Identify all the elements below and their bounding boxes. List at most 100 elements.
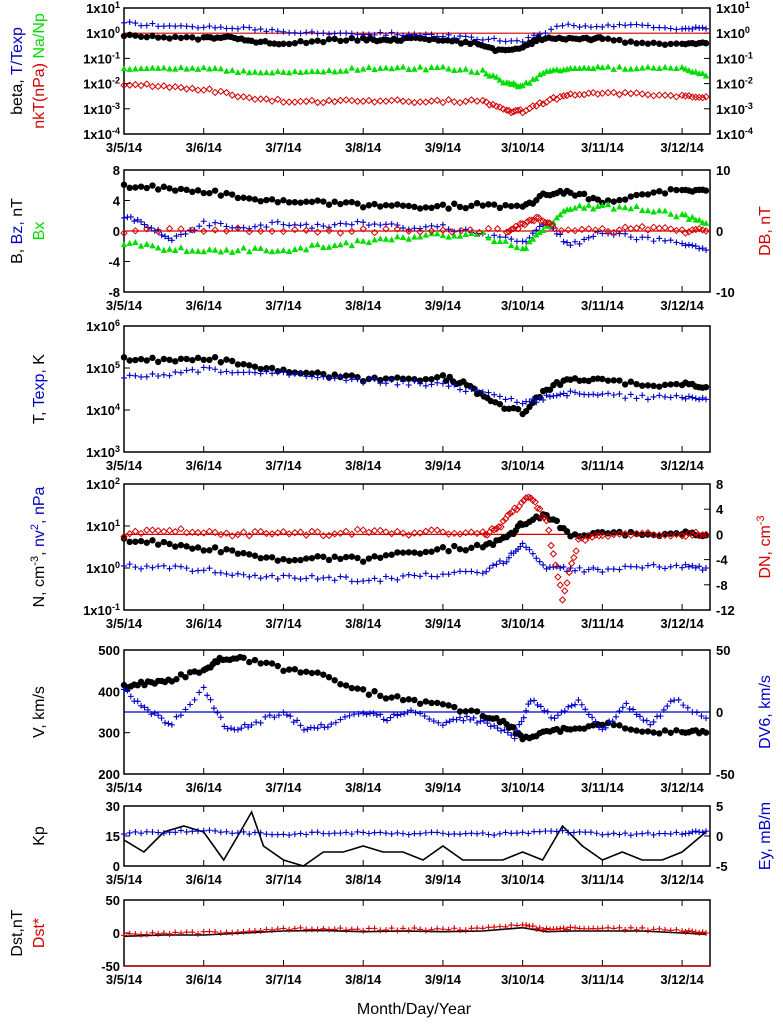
data-point — [662, 926, 669, 933]
data-point — [137, 242, 145, 249]
data-point — [599, 64, 606, 71]
data-point — [433, 526, 441, 534]
data-point — [211, 88, 219, 97]
data-point — [405, 375, 412, 382]
data-point — [148, 526, 157, 534]
data-point — [681, 92, 690, 100]
data-point — [262, 713, 269, 720]
data-point — [416, 377, 424, 384]
data-point — [692, 828, 699, 835]
data-point — [348, 553, 355, 560]
data-point — [582, 22, 589, 29]
data-point — [229, 929, 236, 936]
data-point — [348, 372, 355, 379]
data-point — [411, 925, 418, 932]
data-point — [615, 226, 624, 234]
data-point — [434, 223, 441, 230]
data-point — [246, 928, 253, 935]
data-point — [682, 561, 689, 568]
data-point — [300, 726, 307, 733]
data-point — [196, 689, 203, 696]
data-point — [539, 226, 547, 233]
data-point — [331, 241, 338, 248]
data-point — [702, 383, 710, 391]
data-point — [556, 581, 564, 589]
data-point — [377, 692, 384, 700]
data-point — [474, 387, 481, 394]
data-point — [268, 660, 276, 667]
data-point — [627, 832, 634, 839]
data-point — [439, 571, 446, 578]
y2-tick-label: 1x10-3 — [716, 101, 753, 117]
data-point — [602, 724, 609, 731]
data-point — [558, 709, 565, 716]
data-point — [439, 33, 446, 40]
data-point — [627, 89, 635, 98]
data-point — [578, 701, 585, 708]
data-point — [240, 549, 247, 557]
data-point — [590, 65, 597, 72]
data-point — [354, 200, 361, 207]
data-point — [394, 712, 401, 719]
data-point — [537, 217, 545, 225]
data-point — [422, 375, 430, 383]
data-point — [546, 386, 554, 393]
data-point — [656, 925, 663, 932]
data-point — [644, 927, 651, 934]
data-point — [650, 831, 657, 838]
data-point — [228, 91, 236, 99]
data-point — [580, 64, 588, 71]
data-point — [126, 561, 133, 568]
y-tick-label: 1x10-3 — [83, 101, 120, 117]
data-point — [393, 225, 402, 233]
data-point — [245, 724, 252, 731]
data-point — [268, 248, 276, 255]
data-point — [314, 576, 321, 583]
data-point — [240, 571, 247, 578]
data-point — [692, 243, 699, 250]
data-point — [121, 374, 127, 381]
data-point — [627, 193, 635, 200]
data-point — [513, 830, 520, 837]
data-point — [173, 676, 180, 683]
data-point — [348, 30, 355, 37]
data-point — [373, 712, 380, 719]
x-tick-label: 3/8/14 — [345, 298, 382, 313]
data-point — [320, 68, 327, 75]
data-point — [649, 531, 658, 539]
data-point — [256, 95, 265, 103]
x-tick-label: 3/10/14 — [501, 458, 545, 473]
data-point — [673, 530, 680, 537]
data-point — [257, 222, 264, 229]
data-point — [616, 528, 623, 536]
data-point — [155, 712, 162, 719]
data-point — [565, 829, 572, 836]
data-point — [655, 531, 664, 539]
data-point — [303, 831, 310, 838]
data-point — [171, 83, 179, 91]
data-point — [650, 926, 657, 933]
data-point — [550, 219, 557, 226]
data-point — [234, 25, 241, 32]
data-point — [589, 88, 597, 97]
data-point — [382, 235, 390, 242]
series-dn — [120, 493, 710, 604]
data-point — [343, 927, 350, 934]
data-point — [621, 532, 629, 539]
data-point — [183, 355, 190, 363]
data-point — [417, 710, 424, 717]
data-point — [148, 711, 155, 718]
data-point — [636, 713, 643, 720]
y2-tick-label: 10 — [716, 163, 730, 178]
data-point — [325, 674, 333, 681]
data-point — [302, 226, 310, 235]
data-point — [599, 375, 606, 383]
data-point — [407, 34, 415, 42]
data-point — [120, 81, 128, 89]
data-point — [456, 386, 463, 393]
data-point — [400, 925, 407, 932]
data-point — [320, 223, 327, 230]
data-point — [679, 564, 686, 571]
data-point — [445, 65, 452, 72]
